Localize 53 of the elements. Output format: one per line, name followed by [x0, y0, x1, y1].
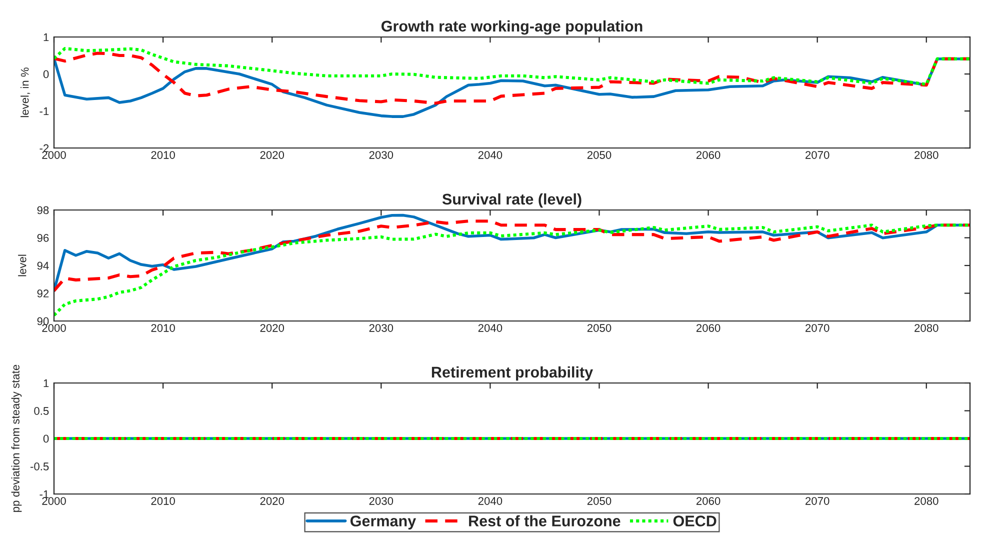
- x-tick-label: 2040: [478, 324, 502, 332]
- x-tick-label: 2010: [151, 151, 175, 159]
- x-tick-label: 2050: [587, 497, 612, 505]
- x-tick-label: 2000: [42, 324, 66, 332]
- y-tick-label: 94: [37, 262, 49, 270]
- x-tick-label: 2070: [806, 324, 830, 332]
- x-tick-label: 2020: [260, 497, 284, 505]
- legend-label: Germany: [350, 516, 416, 530]
- x-tick-label: 2080: [914, 497, 938, 505]
- x-tick-label: 2080: [914, 151, 938, 159]
- y-tick-label: 0: [43, 434, 49, 443]
- chart-title: Survival rate (level): [442, 193, 582, 208]
- y-tick-label: 98: [37, 206, 49, 214]
- x-tick-label: 2060: [696, 324, 720, 332]
- y-tick-label: 90: [37, 317, 49, 326]
- x-tick-label: 2030: [369, 497, 394, 505]
- x-tick-label: 2050: [587, 324, 612, 332]
- line-series: [54, 52, 970, 105]
- x-tick-label: 2000: [42, 497, 66, 505]
- legend-label: Rest of the Eurozone: [469, 515, 620, 526]
- y-tick-label: 0.5: [34, 407, 49, 415]
- line-series: [54, 224, 970, 317]
- y-tick-label: 96: [37, 234, 49, 242]
- line-series: [54, 46, 970, 86]
- y-tick-label: 1: [44, 33, 49, 42]
- x-tick-label: 2010: [151, 324, 175, 332]
- x-tick-label: 2070: [806, 497, 830, 505]
- x-tick-label: 2060: [696, 151, 720, 159]
- y-tick-label: -2: [40, 144, 49, 152]
- chart-title: Growth rate working-age population: [382, 20, 642, 35]
- y-tick-label: 1: [44, 379, 49, 388]
- y-axis-title: level: [18, 254, 26, 276]
- x-tick-label: 2000: [42, 151, 66, 159]
- x-tick-label: 2040: [478, 497, 502, 505]
- y-tick-label: -1: [40, 490, 49, 498]
- x-tick-label: 2070: [806, 151, 830, 159]
- x-tick-label: 2060: [696, 497, 720, 505]
- x-tick-label: 2030: [369, 324, 394, 332]
- y-axis-title: pp deviation from steady state: [11, 364, 22, 512]
- y-tick-label: -0.5: [30, 462, 49, 470]
- x-tick-label: 2020: [260, 151, 284, 159]
- legend-label: OECD: [673, 516, 716, 526]
- x-tick-label: 2030: [369, 151, 394, 159]
- y-axis-title: level, in %: [20, 68, 30, 118]
- x-tick-label: 2010: [151, 497, 175, 505]
- chart-title: Retirement probability: [432, 366, 593, 381]
- y-tick-label: 92: [37, 290, 49, 298]
- x-tick-label: 2040: [478, 151, 502, 159]
- y-tick-label: 0: [43, 70, 49, 78]
- x-tick-label: 2050: [587, 151, 612, 159]
- x-tick-label: 2080: [914, 324, 938, 332]
- y-tick-label: -1: [40, 107, 49, 116]
- x-tick-label: 2020: [260, 324, 284, 332]
